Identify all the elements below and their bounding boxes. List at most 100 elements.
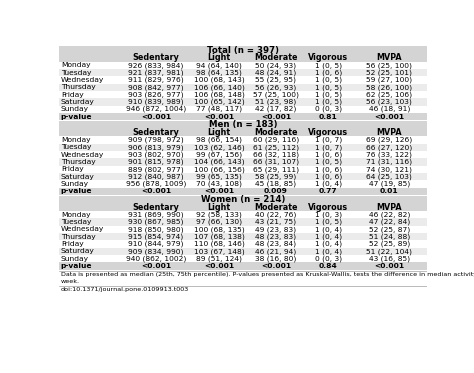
Bar <box>59 248 427 255</box>
Text: 946 (872, 1004): 946 (872, 1004) <box>126 106 186 113</box>
Text: 931 (869, 990): 931 (869, 990) <box>128 211 184 218</box>
Text: 1 (0, 4): 1 (0, 4) <box>315 181 342 187</box>
Text: 0.009: 0.009 <box>264 188 288 194</box>
Text: 58 (26, 100): 58 (26, 100) <box>366 84 412 91</box>
Text: Women (n = 214): Women (n = 214) <box>201 195 285 204</box>
Text: 99 (67, 156): 99 (67, 156) <box>196 151 242 158</box>
Bar <box>59 106 427 113</box>
Text: 51 (22, 104): 51 (22, 104) <box>366 248 412 254</box>
Bar <box>59 98 427 106</box>
Text: Monday: Monday <box>61 212 91 218</box>
Text: 103 (62, 146): 103 (62, 146) <box>194 144 245 151</box>
Text: 98 (66, 154): 98 (66, 154) <box>196 137 242 143</box>
Text: Friday: Friday <box>61 241 83 247</box>
Text: Wednesday: Wednesday <box>61 152 104 158</box>
Text: 65 (29, 111): 65 (29, 111) <box>253 166 299 173</box>
Text: 910 (839, 989): 910 (839, 989) <box>128 99 184 105</box>
Text: Total (n = 397): Total (n = 397) <box>207 46 279 55</box>
Text: <0.001: <0.001 <box>374 263 404 269</box>
Text: 56 (26, 93): 56 (26, 93) <box>255 84 297 91</box>
Text: 62 (25, 106): 62 (25, 106) <box>366 91 412 98</box>
Text: 940 (862, 1002): 940 (862, 1002) <box>126 256 186 262</box>
Bar <box>59 166 427 173</box>
Text: 66 (31, 107): 66 (31, 107) <box>253 159 299 165</box>
Text: Monday: Monday <box>61 62 91 68</box>
Text: Moderate: Moderate <box>254 53 298 62</box>
Text: <0.001: <0.001 <box>204 113 234 120</box>
Text: 1 (0, 4): 1 (0, 4) <box>315 241 342 247</box>
Text: <0.001: <0.001 <box>261 263 291 269</box>
Text: Tuesday: Tuesday <box>61 70 91 76</box>
Bar <box>59 219 427 226</box>
Text: 38 (16, 80): 38 (16, 80) <box>255 256 297 262</box>
Bar <box>59 69 427 76</box>
Text: Saturday: Saturday <box>61 173 95 180</box>
Text: 1 (0, 3): 1 (0, 3) <box>315 211 342 218</box>
Text: 99 (65, 135): 99 (65, 135) <box>196 173 242 180</box>
Text: Monday: Monday <box>61 137 91 143</box>
Text: Men (n = 183): Men (n = 183) <box>209 120 277 129</box>
Text: 49 (23, 83): 49 (23, 83) <box>255 226 296 233</box>
Text: p-value: p-value <box>61 263 92 269</box>
Text: Saturday: Saturday <box>61 99 95 105</box>
Text: Light: Light <box>208 53 231 62</box>
Text: 55 (25, 95): 55 (25, 95) <box>255 77 296 83</box>
Text: MVPA: MVPA <box>376 203 402 212</box>
Text: 903 (802, 970): 903 (802, 970) <box>128 151 184 158</box>
Text: 100 (66, 156): 100 (66, 156) <box>194 166 245 173</box>
Text: 1 (0, 6): 1 (0, 6) <box>315 151 342 158</box>
Text: Saturday: Saturday <box>61 248 95 254</box>
Text: 66 (32, 118): 66 (32, 118) <box>253 151 299 158</box>
Text: 46 (22, 82): 46 (22, 82) <box>369 211 410 218</box>
Text: Vigorous: Vigorous <box>308 53 348 62</box>
Text: 1 (0, 5): 1 (0, 5) <box>315 77 342 83</box>
Text: 52 (25, 101): 52 (25, 101) <box>366 69 412 76</box>
Bar <box>59 233 427 240</box>
Text: 48 (23, 84): 48 (23, 84) <box>255 241 296 247</box>
Text: 889 (802, 977): 889 (802, 977) <box>128 166 184 173</box>
Text: 0.84: 0.84 <box>319 263 337 269</box>
Text: 1 (0, 5): 1 (0, 5) <box>315 99 342 105</box>
Text: Thursday: Thursday <box>61 159 96 165</box>
Text: 74 (30, 121): 74 (30, 121) <box>366 166 412 173</box>
Text: 0.77: 0.77 <box>319 188 337 194</box>
Text: 94 (64, 140): 94 (64, 140) <box>196 62 242 69</box>
Text: 912 (840, 987): 912 (840, 987) <box>128 173 184 180</box>
Text: 60 (29, 116): 60 (29, 116) <box>253 137 299 143</box>
Text: 1 (0, 5): 1 (0, 5) <box>315 84 342 91</box>
Text: Thursday: Thursday <box>61 84 96 90</box>
Text: 52 (25, 87): 52 (25, 87) <box>369 226 410 233</box>
Text: Tuesday: Tuesday <box>61 144 91 150</box>
Text: 52 (25, 89): 52 (25, 89) <box>369 241 410 247</box>
Text: 1 (0, 4): 1 (0, 4) <box>315 226 342 233</box>
Text: 61 (25, 112): 61 (25, 112) <box>253 144 299 151</box>
Text: Moderate: Moderate <box>254 128 298 137</box>
Text: Moderate: Moderate <box>254 203 298 212</box>
Text: 911 (829, 976): 911 (829, 976) <box>128 77 184 83</box>
Text: 50 (24, 93): 50 (24, 93) <box>255 62 296 69</box>
Text: 910 (844, 979): 910 (844, 979) <box>128 241 184 247</box>
Text: 903 (826, 977): 903 (826, 977) <box>128 91 184 98</box>
Text: 57 (25, 100): 57 (25, 100) <box>253 91 299 98</box>
Text: 92 (58, 133): 92 (58, 133) <box>196 211 242 218</box>
Text: 107 (68, 138): 107 (68, 138) <box>194 233 245 240</box>
Bar <box>59 255 427 262</box>
Text: 908 (842, 977): 908 (842, 977) <box>128 84 184 91</box>
Text: 98 (64, 135): 98 (64, 135) <box>196 69 242 76</box>
Bar <box>59 76 427 84</box>
Text: 0.01: 0.01 <box>380 188 399 194</box>
Text: 1 (0, 5): 1 (0, 5) <box>315 159 342 165</box>
Text: 56 (25, 100): 56 (25, 100) <box>366 62 412 69</box>
Text: 51 (23, 98): 51 (23, 98) <box>255 99 297 105</box>
Text: 48 (23, 83): 48 (23, 83) <box>255 233 296 240</box>
Text: Friday: Friday <box>61 92 83 98</box>
Text: 89 (51, 124): 89 (51, 124) <box>196 256 242 262</box>
Text: Sunday: Sunday <box>61 106 89 112</box>
Text: 100 (68, 135): 100 (68, 135) <box>194 226 245 233</box>
Text: 1 (0, 5): 1 (0, 5) <box>315 219 342 225</box>
Bar <box>59 121 427 129</box>
Text: 0 (0, 3): 0 (0, 3) <box>315 256 342 262</box>
Text: Light: Light <box>208 203 231 212</box>
Text: 104 (66, 143): 104 (66, 143) <box>194 159 245 165</box>
Text: 100 (65, 142): 100 (65, 142) <box>194 99 245 105</box>
